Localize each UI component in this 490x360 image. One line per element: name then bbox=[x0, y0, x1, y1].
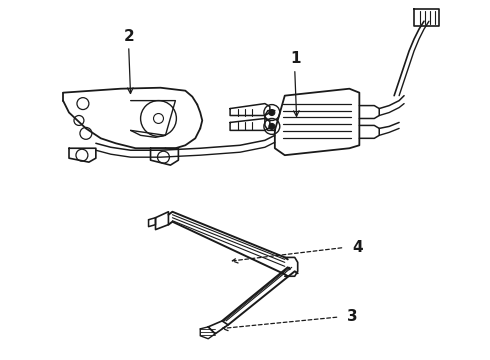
Circle shape bbox=[269, 109, 275, 116]
Text: 1: 1 bbox=[291, 51, 301, 67]
Text: 4: 4 bbox=[352, 240, 363, 255]
Circle shape bbox=[269, 123, 275, 129]
Text: 2: 2 bbox=[123, 28, 134, 44]
Text: 3: 3 bbox=[347, 310, 358, 324]
